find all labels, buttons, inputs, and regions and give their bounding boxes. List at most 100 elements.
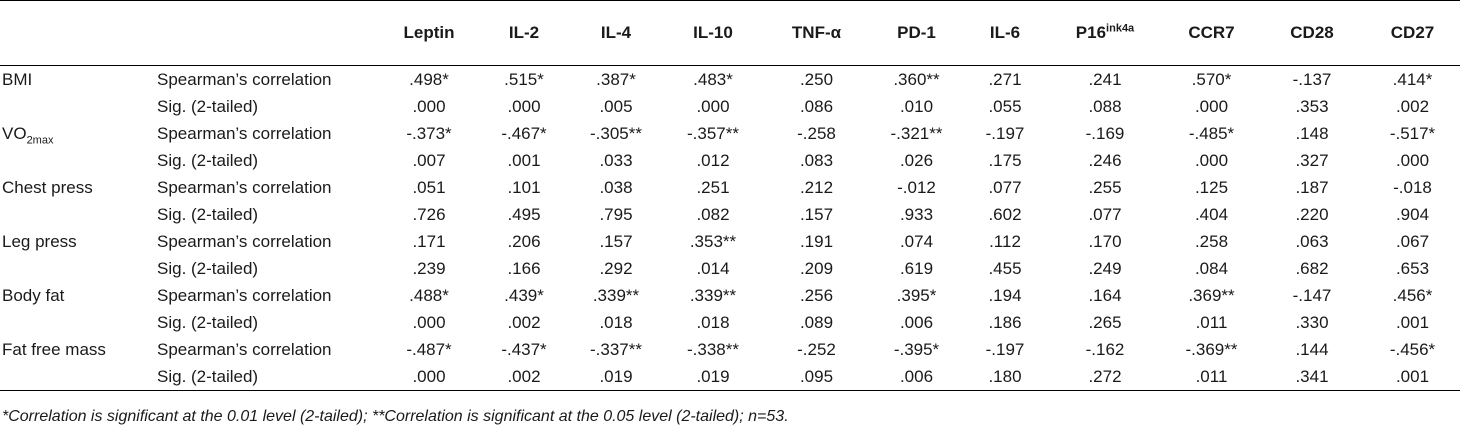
row-statistic: Sig. (2-tailed) <box>157 258 259 278</box>
table-row: Sig. (2-tailed) .000 .000 .005 .000 .086 .010.… <box>0 93 1460 120</box>
table-cell: .019 <box>570 363 662 391</box>
table-cell: .239 <box>412 258 446 278</box>
row-variable: BMI <box>0 66 155 94</box>
table-cell: .001 <box>1395 312 1430 332</box>
table-cell: -.169 <box>1085 123 1125 143</box>
table-cell: .006 <box>899 312 934 332</box>
table-cell: .498* <box>409 69 449 89</box>
row-statistic: Spearman’s correlation <box>157 285 332 305</box>
table-cell: .000 <box>1395 150 1430 170</box>
table-row: Leg press Spearman’s correlation .171 .206.… <box>0 228 1460 255</box>
row-variable <box>0 363 155 391</box>
table-cell: .250 <box>799 69 834 89</box>
table-cell: -.162 <box>1085 339 1125 359</box>
table-cell: .904 <box>1395 204 1430 224</box>
table-cell: .063 <box>1295 231 1329 251</box>
table-row: Sig. (2-tailed) .726 .495 .795 .082 .157 .933.… <box>0 201 1460 228</box>
table-row: Fat free mass Spearman’s correlation -.487… <box>0 336 1460 363</box>
row-statistic: Spearman’s correlation <box>157 69 332 89</box>
table-cell: .360** <box>893 69 940 89</box>
table-body: BMI Spearman’s correlation .498* .515* .387*… <box>0 66 1460 391</box>
header-p16: P16ink4a <box>1046 0 1164 66</box>
table-cell: .353 <box>1295 96 1329 116</box>
row-variable <box>0 255 155 282</box>
table-cell: .251 <box>696 177 730 197</box>
row-statistic: Spearman’s correlation <box>157 123 332 143</box>
table-cell: -.337** <box>590 339 642 359</box>
table-cell: -.252 <box>797 339 836 359</box>
table-cell: .014 <box>696 258 730 278</box>
header-leptin: Leptin <box>380 0 478 66</box>
table-cell: .387* <box>596 69 636 89</box>
table-cell: .206 <box>507 231 541 251</box>
table-cell: .067 <box>1395 231 1430 251</box>
table-footnote: *Correlation is significant at the 0.01 … <box>2 408 789 425</box>
table-cell: .112 <box>989 231 1021 251</box>
header-il6: IL-6 <box>964 0 1046 66</box>
table-cell: .249 <box>1088 258 1122 278</box>
header-tnf-alpha: TNF-α <box>764 0 869 66</box>
table-cell: -.373* <box>406 123 452 143</box>
table-cell: .084 <box>1194 258 1229 278</box>
table-cell: .327 <box>1295 150 1329 170</box>
table-cell: .166 <box>507 258 541 278</box>
table-cell: .439* <box>504 285 544 305</box>
table-cell: -.517* <box>1389 123 1436 143</box>
header-row: Leptin IL-2 IL-4 IL-10 TNF-α PD-1 IL-6 P… <box>0 0 1460 66</box>
row-variable-label: VO <box>2 123 27 143</box>
table-cell: -.338** <box>687 339 739 359</box>
table-cell: .256 <box>799 285 834 305</box>
table-cell: .255 <box>1088 177 1122 197</box>
row-variable: Leg press <box>0 228 155 255</box>
table-cell: .341 <box>1259 363 1365 391</box>
row-statistic: Sig. (2-tailed) <box>157 312 259 332</box>
table-cell: .404 <box>1194 204 1229 224</box>
row-statistic: Sig. (2-tailed) <box>157 204 259 224</box>
table-cell: .653 <box>1395 258 1430 278</box>
table-cell: -.197 <box>985 339 1025 359</box>
row-variable-label: Fat free mass <box>2 339 106 359</box>
table-cell: .292 <box>599 258 633 278</box>
table-cell: .101 <box>507 177 541 197</box>
table-cell: .144 <box>1295 339 1329 359</box>
table-cell: .148 <box>1295 123 1329 143</box>
row-variable-label: Leg press <box>2 231 77 251</box>
table-cell: -.197 <box>985 123 1025 143</box>
table-cell: .033 <box>599 150 633 170</box>
header-p16-superscript: ink4a <box>1106 22 1135 35</box>
table-cell: -.485* <box>1188 123 1235 143</box>
row-variable: Chest press <box>0 174 155 201</box>
table-cell: .265 <box>1088 312 1122 332</box>
table-cell: .194 <box>988 285 1022 305</box>
header-blank <box>0 0 155 66</box>
table-cell: .000 <box>1194 96 1229 116</box>
table-cell: .456* <box>1392 285 1433 305</box>
table-cell: .369** <box>1188 285 1235 305</box>
header-blank <box>155 0 380 66</box>
table-cell: -.305** <box>590 123 642 143</box>
table-cell: .026 <box>899 150 934 170</box>
table-cell: .083 <box>799 150 834 170</box>
row-variable: VO2max <box>0 120 155 147</box>
table-cell: .051 <box>412 177 446 197</box>
row-statistic: Spearman’s correlation <box>157 339 332 359</box>
table-cell: .602 <box>988 204 1022 224</box>
table-cell: .077 <box>988 177 1022 197</box>
table-row: Sig. (2-tailed) .007 .001 .033 .012 .083 .026.… <box>0 147 1460 174</box>
table-cell: .271 <box>988 69 1022 89</box>
row-variable: Fat free mass <box>0 336 155 363</box>
table-cell: .001 <box>1365 363 1460 391</box>
header-cd27: CD27 <box>1365 0 1460 66</box>
table-cell: .933 <box>899 204 934 224</box>
table-cell: -.395* <box>893 339 940 359</box>
row-statistic: Spearman’s correlation <box>157 177 332 197</box>
table-cell: -.487* <box>406 339 452 359</box>
table-cell: .002 <box>478 363 570 391</box>
row-statistic: Sig. (2-tailed) <box>157 96 259 116</box>
row-statistic: Spearman’s correlation <box>157 231 332 251</box>
table-cell: -.357** <box>687 123 739 143</box>
table-cell: .353** <box>689 231 737 251</box>
table-cell: .795 <box>599 204 633 224</box>
table-cell: .180 <box>964 363 1046 391</box>
table-row: Body fat Spearman’s correlation .488* .439*… <box>0 282 1460 309</box>
